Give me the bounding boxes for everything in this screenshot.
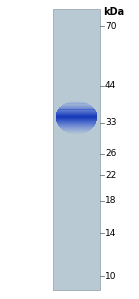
Bar xyxy=(64,131,89,132)
Bar xyxy=(61,106,92,107)
Text: 70: 70 xyxy=(105,22,116,31)
Text: 14: 14 xyxy=(105,229,116,238)
Bar xyxy=(58,109,95,110)
Bar xyxy=(60,127,93,128)
Bar xyxy=(56,114,97,115)
Bar xyxy=(57,122,96,123)
Bar xyxy=(56,113,97,114)
Bar xyxy=(62,129,91,130)
Bar xyxy=(71,101,82,102)
Text: 44: 44 xyxy=(105,81,116,90)
Bar xyxy=(73,134,80,135)
Bar xyxy=(65,103,88,104)
Bar xyxy=(61,128,92,129)
Bar xyxy=(56,112,97,113)
Bar xyxy=(59,107,93,108)
Bar xyxy=(56,116,97,117)
Bar xyxy=(62,105,91,106)
Bar xyxy=(56,119,97,120)
Bar xyxy=(57,111,96,112)
Bar xyxy=(56,117,97,118)
Text: 22: 22 xyxy=(105,170,116,179)
Bar xyxy=(53,9,100,290)
Text: 18: 18 xyxy=(105,196,116,205)
Bar xyxy=(56,118,97,119)
Bar xyxy=(69,133,84,134)
Bar xyxy=(57,123,96,124)
Bar xyxy=(59,108,94,109)
Bar xyxy=(67,132,86,133)
Text: 10: 10 xyxy=(105,272,116,281)
Bar xyxy=(59,126,94,127)
Bar xyxy=(56,121,96,122)
Text: kDa: kDa xyxy=(104,7,125,17)
Bar xyxy=(58,124,95,125)
Bar xyxy=(73,101,80,102)
Bar xyxy=(57,110,96,111)
Bar xyxy=(68,102,85,103)
Bar xyxy=(57,111,96,112)
Bar xyxy=(56,120,97,121)
Bar xyxy=(63,104,90,105)
Bar xyxy=(56,115,97,116)
Bar xyxy=(58,125,95,126)
Bar xyxy=(60,106,93,107)
Bar xyxy=(56,114,97,115)
Bar xyxy=(63,130,90,131)
Text: 26: 26 xyxy=(105,149,116,158)
Text: 33: 33 xyxy=(105,118,116,127)
